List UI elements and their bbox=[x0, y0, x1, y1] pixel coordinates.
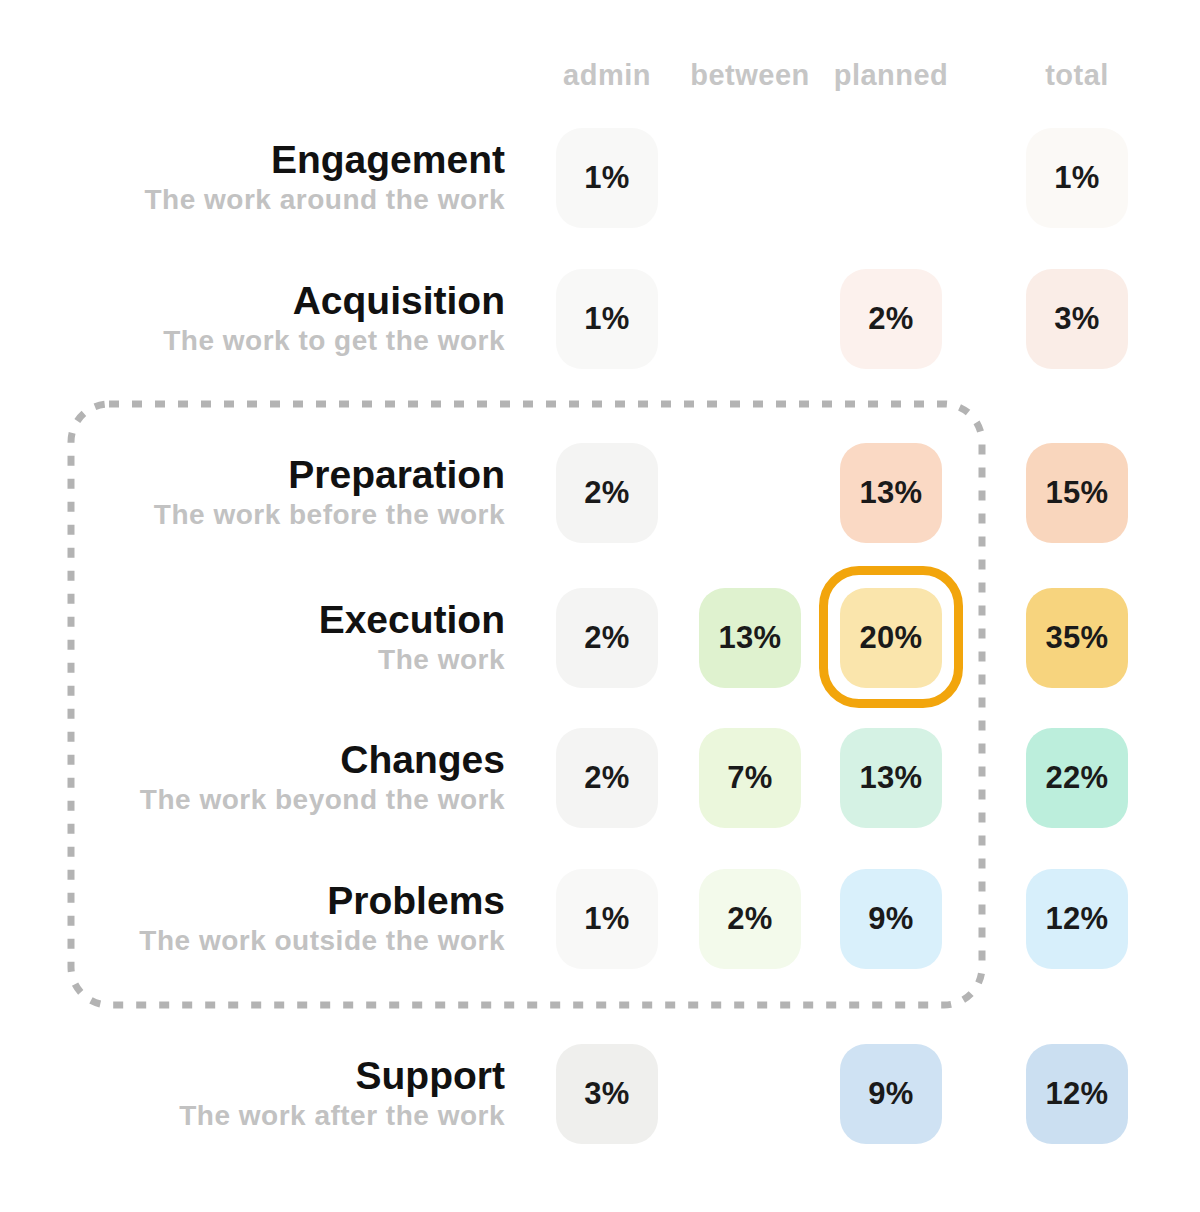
cell-support-admin: 3% bbox=[556, 1044, 658, 1144]
row-label-acquisition: Acquisition The work to get the work bbox=[163, 279, 505, 359]
cell-support-planned: 9% bbox=[840, 1044, 942, 1144]
row-execution: Execution The work 2% 13% 20% 35% bbox=[0, 588, 1200, 688]
highlight-ring-execution-planned bbox=[819, 566, 963, 708]
row-subtitle: The work bbox=[319, 642, 505, 678]
column-header-admin: admin bbox=[563, 55, 651, 95]
row-title: Changes bbox=[140, 738, 505, 782]
row-label-problems: Problems The work outside the work bbox=[139, 879, 505, 959]
heatmap-page: admin between planned total Engagement T… bbox=[0, 0, 1200, 1212]
cell-changes-planned: 13% bbox=[840, 728, 942, 828]
row-problems: Problems The work outside the work 1% 2%… bbox=[0, 869, 1200, 969]
cell-engagement-total: 1% bbox=[1026, 128, 1128, 228]
cell-engagement-admin: 1% bbox=[556, 128, 658, 228]
row-acquisition: Acquisition The work to get the work 1% … bbox=[0, 269, 1200, 369]
row-title: Preparation bbox=[154, 453, 505, 497]
row-label-execution: Execution The work bbox=[319, 598, 505, 678]
row-label-support: Support The work after the work bbox=[179, 1054, 505, 1134]
row-changes: Changes The work beyond the work 2% 7% 1… bbox=[0, 728, 1200, 828]
row-subtitle: The work before the work bbox=[154, 497, 505, 533]
cell-problems-admin: 1% bbox=[556, 869, 658, 969]
cell-changes-total: 22% bbox=[1026, 728, 1128, 828]
row-label-preparation: Preparation The work before the work bbox=[154, 453, 505, 533]
cell-changes-between: 7% bbox=[699, 728, 801, 828]
row-subtitle: The work to get the work bbox=[163, 323, 505, 359]
row-subtitle: The work outside the work bbox=[139, 923, 505, 959]
cell-acquisition-planned: 2% bbox=[840, 269, 942, 369]
row-label-engagement: Engagement The work around the work bbox=[145, 138, 505, 218]
column-header-total: total bbox=[1045, 55, 1109, 95]
cell-preparation-admin: 2% bbox=[556, 443, 658, 543]
column-header-planned: planned bbox=[834, 55, 949, 95]
cell-preparation-total: 15% bbox=[1026, 443, 1128, 543]
cell-execution-total: 35% bbox=[1026, 588, 1128, 688]
cell-problems-between: 2% bbox=[699, 869, 801, 969]
cell-execution-between: 13% bbox=[699, 588, 801, 688]
row-title: Engagement bbox=[145, 138, 505, 182]
cell-problems-planned: 9% bbox=[840, 869, 942, 969]
row-engagement: Engagement The work around the work 1% 1… bbox=[0, 128, 1200, 228]
cell-support-total: 12% bbox=[1026, 1044, 1128, 1144]
row-title: Problems bbox=[139, 879, 505, 923]
row-title: Support bbox=[179, 1054, 505, 1098]
cell-acquisition-admin: 1% bbox=[556, 269, 658, 369]
row-preparation: Preparation The work before the work 2% … bbox=[0, 443, 1200, 543]
column-header-between: between bbox=[690, 55, 810, 95]
cell-execution-admin: 2% bbox=[556, 588, 658, 688]
row-title: Execution bbox=[319, 598, 505, 642]
cell-problems-total: 12% bbox=[1026, 869, 1128, 969]
row-support: Support The work after the work 3% 9% 12… bbox=[0, 1044, 1200, 1144]
row-subtitle: The work after the work bbox=[179, 1098, 505, 1134]
row-label-changes: Changes The work beyond the work bbox=[140, 738, 505, 818]
cell-preparation-planned: 13% bbox=[840, 443, 942, 543]
cell-acquisition-total: 3% bbox=[1026, 269, 1128, 369]
row-title: Acquisition bbox=[163, 279, 505, 323]
row-subtitle: The work around the work bbox=[145, 182, 505, 218]
cell-changes-admin: 2% bbox=[556, 728, 658, 828]
row-subtitle: The work beyond the work bbox=[140, 782, 505, 818]
